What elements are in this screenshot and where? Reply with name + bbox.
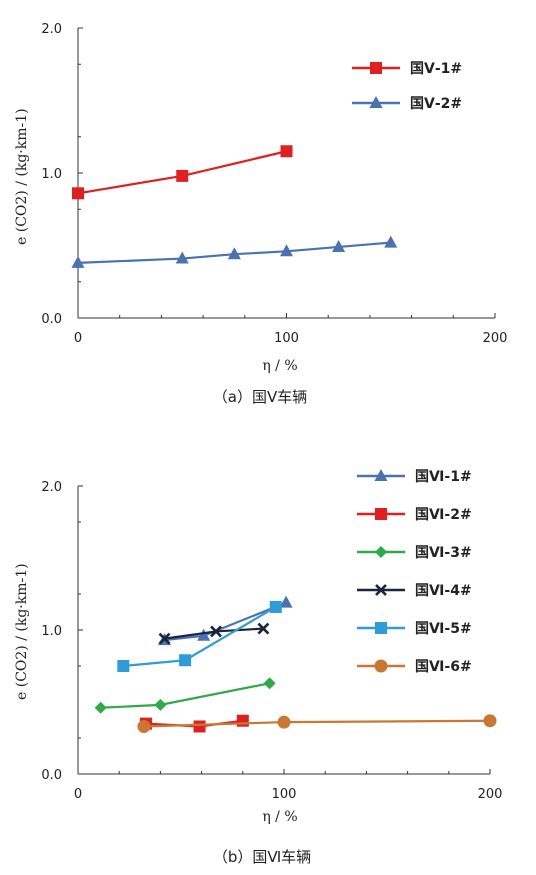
series-line: [77, 241, 391, 264]
legend-marker: [375, 508, 387, 520]
y-tick-label: 2.0: [41, 480, 62, 495]
data-point: [280, 244, 293, 257]
data-point: [210, 625, 222, 638]
data-point: [257, 622, 270, 635]
legend-entry: 国Ⅵ-4#: [357, 583, 472, 599]
data-point: [179, 654, 192, 667]
data-point: [176, 169, 189, 182]
series-国Ⅵ-6#: [137, 714, 497, 733]
legend-entry: 国Ⅵ-6#: [357, 659, 472, 675]
legend-entry: 国Ⅴ-1#: [352, 61, 462, 77]
data-point: [263, 677, 276, 690]
legend-entry: 国Ⅵ-3#: [357, 545, 472, 561]
legend-label: 国Ⅵ-1#: [415, 469, 472, 485]
x-tick-label: 200: [478, 787, 503, 802]
y-tick-label: 2.0: [41, 22, 62, 37]
data-point: [175, 251, 189, 264]
data-point: [483, 714, 497, 728]
chart-caption: （b）国Ⅵ车辆: [213, 848, 311, 866]
x-axis-label: η / %: [262, 358, 297, 374]
data-point: [277, 715, 291, 729]
legend-marker: [375, 584, 387, 596]
legend-label: 国Ⅵ-2#: [415, 507, 472, 523]
data-point: [71, 255, 85, 268]
y-axis-label: e (CO2) / (kg·km-1): [14, 108, 30, 245]
legend-marker: [375, 546, 387, 558]
x-tick-label: 0: [74, 331, 82, 346]
legend-marker: [374, 659, 388, 673]
legend-label: 国Ⅵ-6#: [415, 659, 472, 675]
data-point: [117, 660, 130, 672]
legend-label: 国Ⅵ-4#: [415, 583, 472, 599]
data-point: [154, 698, 167, 711]
legend-label: 国Ⅴ-1#: [410, 61, 462, 77]
legend-entry: 国Ⅵ-2#: [357, 507, 472, 523]
x-tick-label: 200: [483, 331, 508, 346]
y-tick-label: 1.0: [41, 624, 62, 639]
legend-marker: [375, 622, 387, 634]
y-tick-label: 0.0: [41, 768, 62, 783]
data-point: [193, 720, 206, 733]
series-line: [164, 601, 287, 642]
series-国Ⅵ-5#: [117, 600, 282, 672]
data-point: [280, 145, 293, 158]
data-point: [236, 714, 249, 727]
series-国Ⅵ-4#: [158, 622, 270, 645]
data-point: [269, 600, 282, 613]
legend-marker: [374, 469, 388, 481]
series-line: [100, 682, 270, 709]
data-point: [158, 632, 171, 645]
x-tick-label: 100: [274, 331, 299, 346]
data-point: [137, 719, 151, 733]
data-point: [332, 239, 346, 252]
series-国Ⅵ-3#: [94, 677, 276, 714]
data-point: [279, 595, 293, 608]
legend-entry: 国Ⅵ-5#: [357, 621, 472, 637]
data-point: [94, 701, 107, 714]
legend-label: 国Ⅵ-5#: [415, 621, 472, 637]
y-tick-label: 0.0: [41, 312, 62, 327]
series-国Ⅴ-2#: [71, 235, 398, 268]
legend-entry: 国Ⅵ-1#: [357, 469, 472, 485]
legend-label: 国Ⅵ-3#: [415, 545, 472, 561]
x-tick-label: 100: [272, 787, 297, 802]
legend-marker: [369, 96, 383, 108]
legend-entry: 国Ⅴ-2#: [352, 96, 462, 112]
x-axis-label: η / %: [262, 809, 297, 825]
chart-caption: （a）国Ⅴ车辆: [213, 388, 307, 406]
data-point: [72, 187, 84, 200]
x-tick-label: 0: [74, 787, 82, 802]
legend-marker: [370, 62, 382, 74]
y-tick-label: 1.0: [41, 167, 62, 182]
chart-panel-a: e (CO2) / (kg·km-1) η / % （a）国Ⅴ车辆 0.0 1.0…: [14, 22, 507, 406]
data-point: [227, 247, 241, 260]
y-axis-label: e (CO2) / (kg·km-1): [14, 563, 30, 700]
data-point: [197, 628, 211, 641]
chart-panel-b: e (CO2) / (kg·km-1) η / % （b）国Ⅵ车辆 0.0 1.0…: [14, 469, 502, 866]
series-国Ⅴ-1#: [72, 145, 293, 200]
legend-label: 国Ⅴ-2#: [410, 96, 462, 112]
data-point: [384, 235, 398, 248]
